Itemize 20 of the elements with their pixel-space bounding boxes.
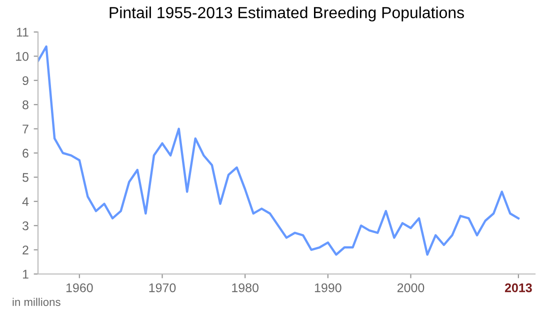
chart-title: Pintail 1955-2013 Estimated Breeding Populations [110,6,464,22]
x-tick-label: 1980 [232,283,258,292]
y-tick-label: 10 [16,52,28,61]
x-tick-label: 2000 [397,283,424,292]
y-tick-label: 11 [16,28,28,37]
x-tick-label: 1970 [149,283,176,292]
y-tick-label: 3 [22,221,28,230]
y-tick-label: 6 [22,148,28,158]
line-series [38,45,520,256]
y-tick-label: 7 [22,124,28,134]
y-tick-label: 8 [22,100,28,110]
x-tick-label: 1960 [66,283,93,292]
y-tick-label: 5 [22,173,28,182]
y-tick-label: 2 [22,246,28,254]
x-tick-label: 2013 [504,283,532,292]
y-tick-label: 9 [22,76,28,86]
x-tick-label: 1990 [314,283,342,292]
y-tick-label: 1 [22,270,28,279]
text: in millions [12,298,60,306]
y-tick-label: 4 [22,197,29,206]
